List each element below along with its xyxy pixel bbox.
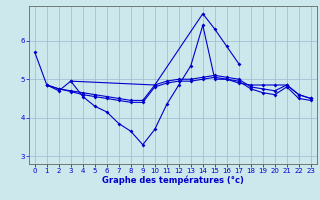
X-axis label: Graphe des températures (°c): Graphe des températures (°c): [102, 176, 244, 185]
